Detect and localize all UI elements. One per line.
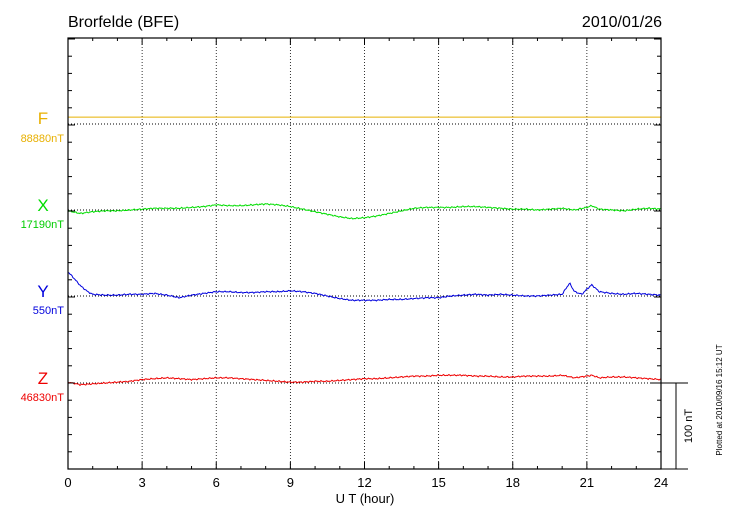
series-traces bbox=[67, 116, 662, 387]
x-tick-label: 9 bbox=[287, 475, 294, 490]
baseline-label-z: 46830nT bbox=[21, 392, 65, 404]
axis-ticks bbox=[67, 38, 662, 470]
baseline-label-f: 88880nT bbox=[21, 133, 65, 145]
x-tick-label: 6 bbox=[213, 475, 220, 490]
station-title: Brorfelde (BFE) bbox=[68, 14, 179, 31]
x-tick-labels: 0 3 6 9 12 15 18 21 24 bbox=[64, 475, 668, 490]
series-line-x bbox=[67, 203, 662, 220]
baseline-label-x: 17190nT bbox=[21, 219, 65, 231]
series-label-y: Y bbox=[37, 282, 48, 301]
scale-bar: 100 nT bbox=[650, 382, 695, 470]
series-line-z bbox=[67, 373, 662, 387]
x-tick-label: 3 bbox=[139, 475, 146, 490]
x-tick-label: 15 bbox=[431, 475, 445, 490]
x-tick-label: 0 bbox=[64, 475, 71, 490]
x-tick-label: 21 bbox=[580, 475, 594, 490]
series-label-x: X bbox=[37, 196, 48, 215]
plotted-note: Plotted at 2010/09/16 15:12 UT bbox=[715, 344, 724, 455]
x-axis-label: U T (hour) bbox=[336, 491, 395, 506]
grid-lines bbox=[141, 38, 588, 469]
baseline-label-y: 550nT bbox=[33, 305, 64, 317]
date-label: 2010/01/26 bbox=[582, 14, 662, 31]
x-tick-label: 12 bbox=[357, 475, 371, 490]
scale-bar-label: 100 nT bbox=[683, 409, 695, 444]
series-label-f: F bbox=[38, 109, 48, 128]
x-tick-label: 24 bbox=[654, 475, 668, 490]
x-tick-label: 18 bbox=[506, 475, 520, 490]
series-label-z: Z bbox=[38, 369, 48, 388]
series-line-y bbox=[67, 271, 662, 302]
